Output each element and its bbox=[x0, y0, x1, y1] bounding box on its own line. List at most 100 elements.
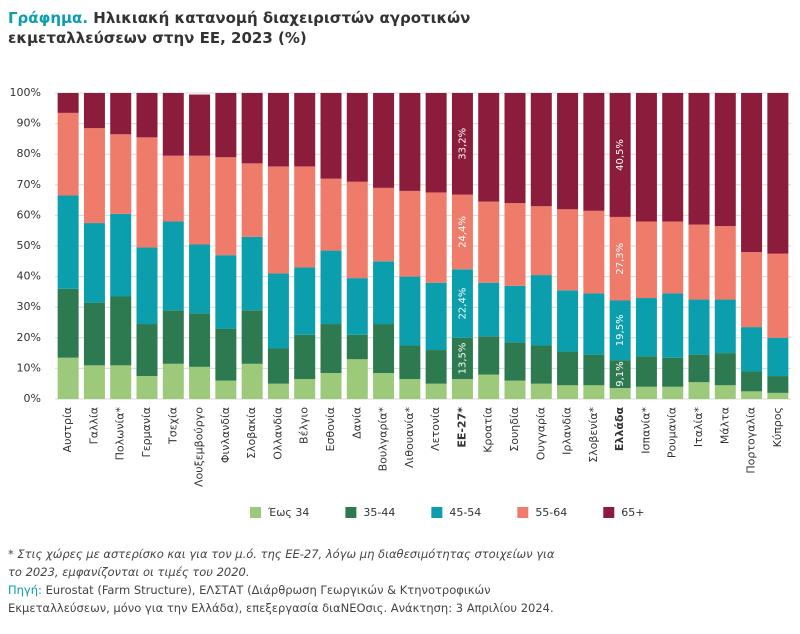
bar-segment bbox=[294, 267, 316, 335]
x-tick-label: ΕΕ-27* bbox=[455, 407, 468, 448]
legend-label: 45-54 bbox=[449, 506, 481, 519]
bar-segment bbox=[662, 357, 684, 387]
bar-segment bbox=[215, 157, 237, 256]
bar-segment bbox=[504, 285, 526, 343]
bar-segment bbox=[741, 391, 763, 399]
x-tick-label: Ιρλανδία bbox=[561, 407, 574, 455]
legend-label: 55-64 bbox=[535, 506, 567, 519]
bar-segment bbox=[635, 386, 657, 399]
legend-label: 65+ bbox=[621, 506, 644, 519]
bar-segment bbox=[215, 380, 237, 399]
bar-segment bbox=[478, 201, 500, 283]
bar-segment bbox=[215, 93, 237, 158]
bar-segment bbox=[425, 192, 447, 283]
x-tick-label: Βουλγαρία* bbox=[377, 407, 390, 472]
bar-segment bbox=[425, 282, 447, 351]
bar-segment bbox=[451, 337, 473, 380]
bar-segment bbox=[373, 372, 395, 399]
x-tick-label: Κροατία bbox=[482, 407, 495, 453]
legend-swatch bbox=[250, 507, 261, 518]
y-tick-label: 70% bbox=[17, 178, 41, 191]
bar-segment bbox=[504, 203, 526, 286]
x-tick-label: Πολωνία* bbox=[114, 407, 127, 461]
x-tick-label: Λετονία bbox=[429, 407, 442, 451]
bar-segment bbox=[267, 383, 289, 399]
bar-segment bbox=[346, 334, 368, 360]
bar-segment bbox=[504, 342, 526, 381]
bar-segment bbox=[714, 385, 736, 399]
bar-segment bbox=[478, 336, 500, 375]
bar-segment bbox=[294, 334, 316, 380]
bar-segment bbox=[136, 324, 158, 377]
bar-segment bbox=[635, 93, 657, 222]
bar-segment bbox=[741, 327, 763, 372]
y-tick-label: 10% bbox=[17, 361, 41, 374]
bar-segment bbox=[83, 302, 105, 366]
value-label: 22,4% bbox=[457, 288, 468, 320]
bar-segment bbox=[57, 112, 79, 196]
bar-segment bbox=[83, 365, 105, 399]
value-label: 19,5% bbox=[615, 314, 626, 346]
bar-segment bbox=[583, 210, 605, 294]
x-tick-label: Λουξεμβούργο bbox=[193, 407, 206, 487]
bar-segment bbox=[557, 385, 579, 399]
bar-segment bbox=[451, 269, 473, 338]
y-tick-label: 90% bbox=[17, 117, 41, 130]
bar-segment bbox=[451, 379, 473, 399]
x-tick-label: Ρουμανία bbox=[666, 407, 679, 458]
bar-segment bbox=[609, 93, 631, 217]
bar-segment bbox=[189, 313, 211, 367]
x-tick-label: Βέλγιο bbox=[298, 407, 311, 444]
bar-segment bbox=[530, 206, 552, 276]
bar-segment bbox=[267, 93, 289, 167]
bar-segment bbox=[57, 93, 79, 113]
bar-segment bbox=[583, 385, 605, 399]
bar-segment bbox=[373, 261, 395, 325]
y-tick-label: 60% bbox=[17, 208, 41, 221]
value-label: 40,5% bbox=[615, 139, 626, 171]
legend-label: 35-44 bbox=[363, 506, 395, 519]
bar-segment bbox=[267, 166, 289, 274]
bar-segment bbox=[162, 363, 184, 399]
bar-segment bbox=[320, 372, 342, 399]
bar-segment bbox=[714, 226, 736, 300]
bar-segment bbox=[557, 93, 579, 210]
source-text: Eurostat (Farm Structure), ΕΛΣΤΑΤ (Διάρθ… bbox=[8, 583, 554, 615]
bar-segment bbox=[136, 376, 158, 399]
bar-segment bbox=[767, 93, 789, 254]
source: Πηγή: Eurostat (Farm Structure), ΕΛΣΤΑΤ … bbox=[8, 581, 568, 617]
bar-segment bbox=[767, 392, 789, 399]
bar-segment bbox=[425, 383, 447, 399]
bar-segment bbox=[530, 93, 552, 207]
bar-segment bbox=[425, 350, 447, 384]
bar-segment bbox=[241, 236, 263, 311]
bar-segment bbox=[557, 290, 579, 352]
bar-segment bbox=[609, 216, 631, 301]
bar-segment bbox=[346, 359, 368, 399]
bar-segment bbox=[688, 354, 710, 383]
bar-segment bbox=[399, 190, 421, 277]
bar-segment bbox=[320, 324, 342, 373]
bar-segment bbox=[583, 293, 605, 355]
x-tick-label: Σλοβενία* bbox=[587, 407, 600, 463]
bar-segment bbox=[83, 128, 105, 224]
x-tick-label: Φινλανδία bbox=[219, 407, 232, 463]
bar-segment bbox=[714, 93, 736, 227]
bar-segment bbox=[767, 253, 789, 338]
bar-segment bbox=[741, 371, 763, 392]
bar-segment bbox=[662, 293, 684, 358]
bar-segment bbox=[399, 345, 421, 380]
bar-segment bbox=[110, 213, 132, 297]
bar-segment bbox=[635, 356, 657, 387]
bar-segment bbox=[136, 247, 158, 325]
bar-segment bbox=[741, 252, 763, 328]
bar-segment bbox=[635, 221, 657, 299]
bar-segment bbox=[83, 93, 105, 129]
bar-segment bbox=[267, 273, 289, 349]
bar-segment bbox=[110, 296, 132, 366]
bar-segment bbox=[162, 155, 184, 222]
bar-segment bbox=[609, 387, 631, 399]
legend-swatch bbox=[603, 507, 615, 518]
bar-segment bbox=[609, 300, 631, 361]
